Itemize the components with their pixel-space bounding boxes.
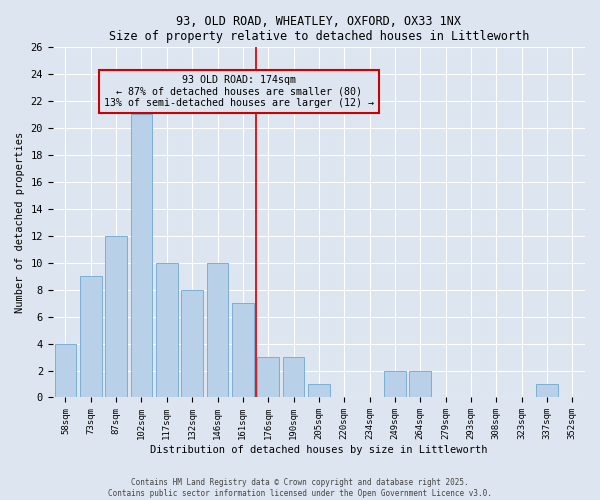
Y-axis label: Number of detached properties: Number of detached properties xyxy=(15,132,25,313)
Bar xyxy=(207,262,228,398)
Text: Contains HM Land Registry data © Crown copyright and database right 2025.
Contai: Contains HM Land Registry data © Crown c… xyxy=(108,478,492,498)
Bar xyxy=(536,384,558,398)
Text: 93 OLD ROAD: 174sqm
← 87% of detached houses are smaller (80)
13% of semi-detach: 93 OLD ROAD: 174sqm ← 87% of detached ho… xyxy=(104,75,374,108)
Bar xyxy=(283,357,304,398)
Bar xyxy=(384,370,406,398)
Bar xyxy=(232,303,254,398)
Bar xyxy=(181,290,203,398)
Bar xyxy=(55,344,76,398)
Bar xyxy=(131,114,152,398)
Bar xyxy=(409,370,431,398)
X-axis label: Distribution of detached houses by size in Littleworth: Distribution of detached houses by size … xyxy=(150,445,488,455)
Bar xyxy=(106,236,127,398)
Bar xyxy=(80,276,101,398)
Title: 93, OLD ROAD, WHEATLEY, OXFORD, OX33 1NX
Size of property relative to detached h: 93, OLD ROAD, WHEATLEY, OXFORD, OX33 1NX… xyxy=(109,15,529,43)
Bar xyxy=(308,384,329,398)
Bar xyxy=(156,262,178,398)
Bar xyxy=(257,357,279,398)
